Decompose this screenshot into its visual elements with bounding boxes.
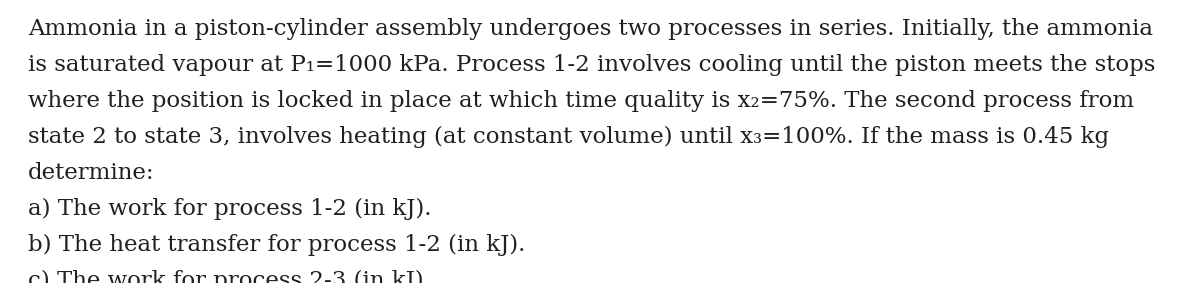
Text: determine:: determine: [28, 162, 155, 184]
Text: is saturated vapour at P₁=1000 kPa. Process 1-2 involves cooling until the pisto: is saturated vapour at P₁=1000 kPa. Proc… [28, 54, 1156, 76]
Text: Ammonia in a piston-cylinder assembly undergoes two processes in series. Initial: Ammonia in a piston-cylinder assembly un… [28, 18, 1153, 40]
Text: a) The work for process 1-2 (in kJ).: a) The work for process 1-2 (in kJ). [28, 198, 432, 220]
Text: where the position is locked in place at which time quality is x₂=75%. The secon: where the position is locked in place at… [28, 90, 1134, 112]
Text: b) The heat transfer for process 1-2 (in kJ).: b) The heat transfer for process 1-2 (in… [28, 234, 526, 256]
Text: state 2 to state 3, involves heating (at constant volume) until x₃=100%. If the : state 2 to state 3, involves heating (at… [28, 126, 1109, 148]
Text: c) The work for process 2-3 (in kJ).: c) The work for process 2-3 (in kJ). [28, 270, 431, 283]
